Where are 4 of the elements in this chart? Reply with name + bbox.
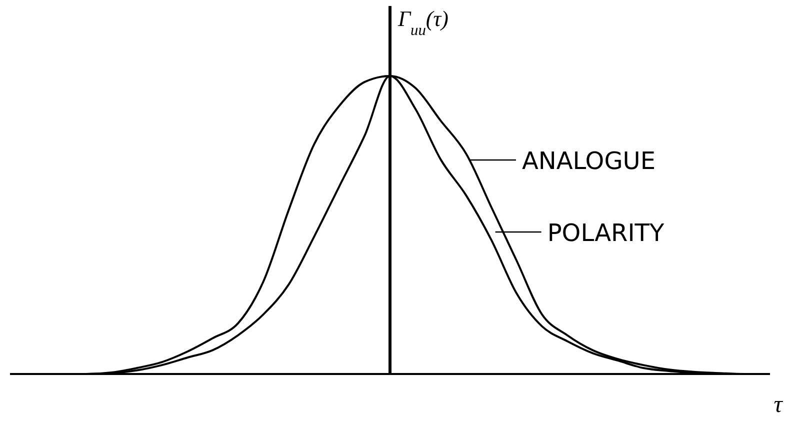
legend-label: POLARITY	[547, 219, 664, 247]
legend-label: ANALOGUE	[522, 147, 656, 175]
x-axis-title: τ	[774, 392, 784, 418]
y-axis-title: Γ$_{uu}$(τ)	[397, 6, 448, 38]
